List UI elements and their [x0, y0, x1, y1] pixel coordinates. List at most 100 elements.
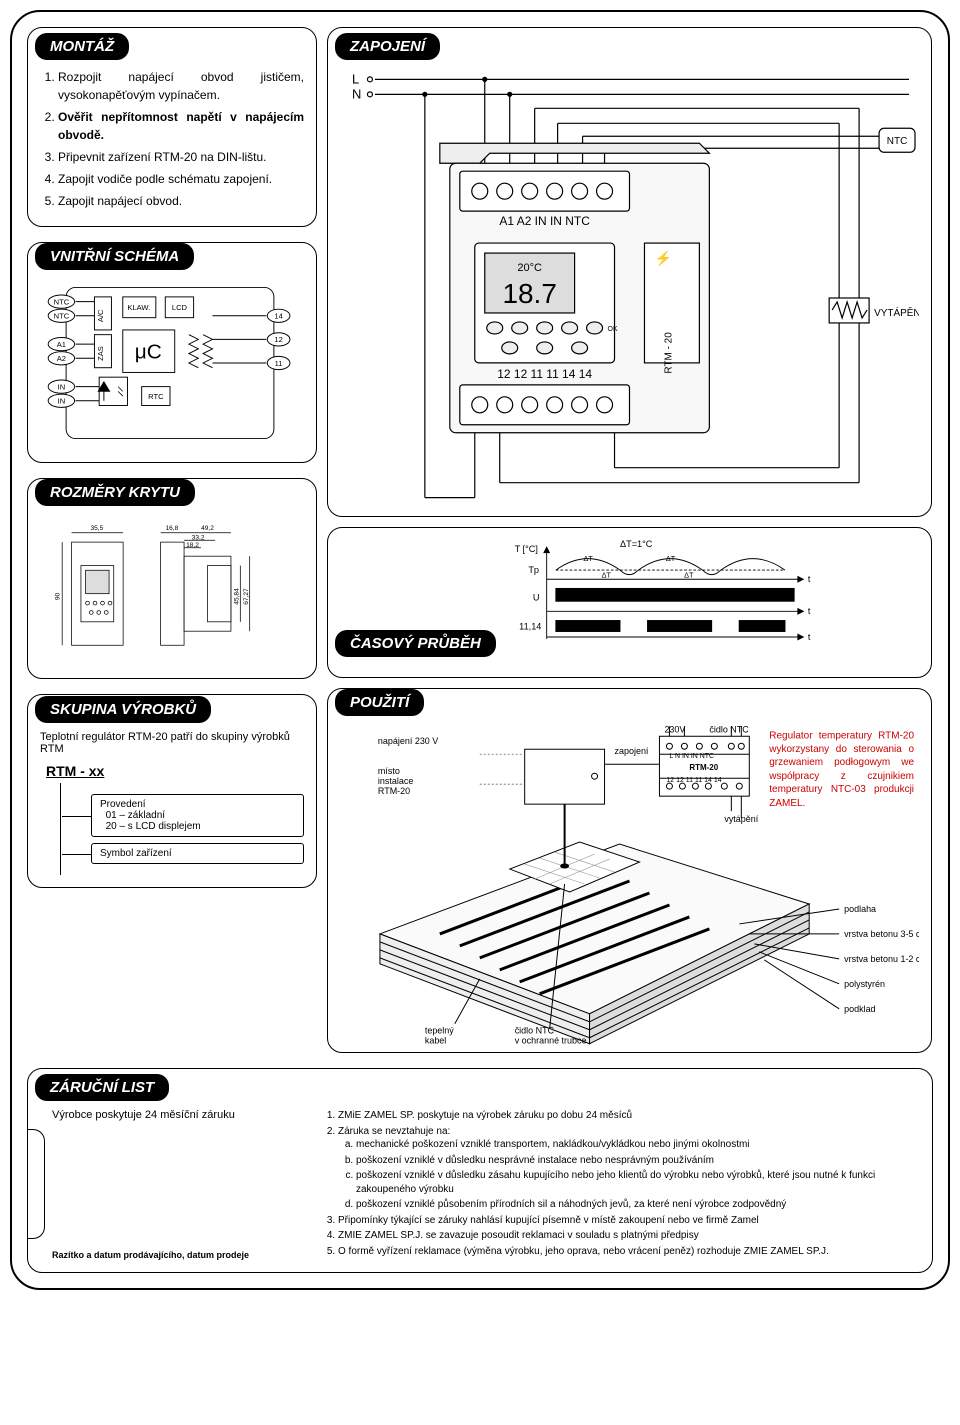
list-item: Záruka se nevztahuje na: mechanické pošk… — [338, 1125, 920, 1212]
warranty-left: Výrobce poskytuje 24 měsíční záruku Razí… — [40, 1109, 300, 1260]
group-tree: Provedení 01 – základní 20 – s LCD displ… — [60, 783, 304, 875]
svg-text:VYTÁPĚNÍ: VYTÁPĚNÍ — [874, 308, 919, 319]
list-item: Připevnit zařízení RTM-20 na DIN-lištu. — [58, 148, 304, 166]
svg-text:18,2: 18,2 — [186, 542, 199, 549]
time-svg: T [°C] Tp U 11,14 ΔT=1°C ΔT ΔT ΔT ΔT t t t — [500, 538, 850, 648]
svg-text:ΔT: ΔT — [584, 554, 594, 563]
stamp-box — [27, 1129, 45, 1239]
svg-text:ΔT: ΔT — [602, 570, 612, 579]
svg-text:polystyrén: polystyrén — [844, 979, 885, 989]
time-course-panel: ČASOVÝ PRŮBĚH T [°C] Tp U 11,14 ΔT=1°C Δ… — [327, 527, 932, 678]
stamp-label: Razítko a datum prodávajícího, datum pro… — [52, 1250, 249, 1260]
application-panel: POUŽITÍ — [327, 688, 932, 1053]
list-item: ZMIE ZAMEL SP.J. se zavazuje posoudit re… — [338, 1229, 920, 1243]
svg-text:12: 12 — [274, 335, 282, 344]
svg-text:RTM-20: RTM-20 — [689, 763, 718, 772]
svg-text:20°C: 20°C — [517, 262, 542, 274]
time-title: ČASOVÝ PRŮBĚH — [335, 630, 496, 657]
svg-text:18.7: 18.7 — [502, 278, 556, 309]
mounting-panel: MONTÁŽ Rozpojit napájecí obvod jističem,… — [27, 27, 317, 227]
svg-text:12 12 11 11 14 14: 12 12 11 11 14 14 — [497, 367, 592, 381]
use-svg: napájení 230 V místoinstalaceRTM-20 zapo… — [340, 724, 919, 1054]
use-note: Regulator temperatury RTM-20 wykorzystan… — [769, 729, 914, 810]
group-intro: Teplotní regulátor RTM-20 patří do skupi… — [40, 731, 304, 755]
warranty-terms: ZMiE ZAMEL SP. poskytuje na výrobek záru… — [320, 1109, 920, 1260]
svg-text:podklad: podklad — [844, 1004, 875, 1014]
svg-text:90: 90 — [54, 593, 61, 601]
mounting-title: MONTÁŽ — [35, 33, 129, 60]
svg-text:ΔT: ΔT — [684, 570, 694, 579]
group-title: SKUPINA VÝROBKŮ — [35, 696, 211, 723]
svg-text:67,27: 67,27 — [243, 588, 250, 605]
connection-panel: ZAPOJENÍ L N NTC VYTÁPĚNÍ — [327, 27, 932, 517]
list-item: Zapojit napájecí obvod. — [58, 192, 304, 210]
connection-svg: L N NTC VYTÁPĚNÍ — [340, 68, 919, 518]
svg-text:L: L — [352, 71, 359, 86]
svg-text:N: N — [352, 86, 361, 101]
list-item: poškození vzniklé působením přírodních s… — [356, 1198, 920, 1212]
svg-text:35,5: 35,5 — [91, 525, 104, 532]
svg-text:podlaha: podlaha — [844, 904, 876, 914]
list-item: poškození vzniklé v důsledku nesprávné i… — [356, 1154, 920, 1168]
svg-text:NTC: NTC — [887, 136, 907, 147]
dims-title: ROZMĚRY KRYTU — [35, 479, 195, 506]
svg-text:vytápění: vytápění — [724, 814, 758, 824]
svg-text:místoinstalaceRTM-20: místoinstalaceRTM-20 — [378, 766, 413, 796]
svg-text:33,2: 33,2 — [192, 534, 205, 541]
svg-text:tepelnýkabel: tepelnýkabel — [425, 1026, 454, 1046]
svg-text:OK: OK — [608, 326, 618, 333]
svg-text:⚡: ⚡ — [654, 250, 671, 267]
warranty-title: ZÁRUČNÍ LIST — [35, 1074, 169, 1101]
internal-schema-svg: NTCNTC A1A2 ININ 141211 A/C ZAS KLAW.LCD… — [40, 278, 300, 448]
svg-text:t: t — [808, 632, 811, 642]
svg-text:LCD: LCD — [172, 303, 188, 312]
svg-text:μC: μC — [135, 340, 162, 363]
warranty-panel: ZÁRUČNÍ LIST Výrobce poskytuje 24 měsíčn… — [27, 1068, 933, 1273]
svg-text:KLAW.: KLAW. — [127, 303, 150, 312]
svg-text:A1: A1 — [57, 340, 66, 349]
dimensions-panel: ROZMĚRY KRYTU 35,5 16,8 49,2 33,218,2 90 … — [27, 478, 317, 679]
svg-text:NTC: NTC — [54, 297, 70, 306]
svg-text:A2: A2 — [57, 354, 66, 363]
svg-text:t: t — [808, 574, 811, 584]
svg-text:vrstva betonu 3-5 cm: vrstva betonu 3-5 cm — [844, 929, 919, 939]
svg-text:ΔT=1°C: ΔT=1°C — [620, 539, 653, 549]
list-item: Ověřit nepřítomnost napětí v napájecím o… — [58, 108, 304, 144]
svg-text:16,8: 16,8 — [166, 525, 179, 532]
mounting-list: Rozpojit napájecí obvod jističem, vysoko… — [40, 68, 304, 210]
list-item: ZMiE ZAMEL SP. poskytuje na výrobek záru… — [338, 1109, 920, 1123]
svg-text:12 12 11 11 14 14: 12 12 11 11 14 14 — [666, 777, 721, 784]
list-item: Rozpojit napájecí obvod jističem, vysoko… — [58, 68, 304, 104]
svg-text:IN: IN — [58, 397, 66, 406]
svg-text:U: U — [533, 592, 540, 602]
svg-text:11: 11 — [275, 359, 283, 368]
use-title: POUŽITÍ — [335, 689, 424, 716]
list-item: Zapojit vodiče podle schématu zapojení. — [58, 170, 304, 188]
list-item: mechanické poškození vzniklé transportem… — [356, 1138, 920, 1152]
dims-svg: 35,5 16,8 49,2 33,218,2 90 45,84 67,27 — [40, 514, 300, 664]
svg-text:T [°C]: T [°C] — [515, 544, 538, 554]
svg-text:t: t — [808, 606, 811, 616]
svg-text:NTC: NTC — [54, 312, 70, 321]
group-code: RTM - xx — [46, 763, 304, 779]
svg-text:čidlo NTC: čidlo NTC — [709, 724, 749, 734]
svg-text:14: 14 — [274, 312, 282, 321]
warranty-duration: Výrobce poskytuje 24 měsíční záruku — [52, 1109, 300, 1121]
list-item: Připomínky týkající se záruky nahlásí ku… — [338, 1214, 920, 1228]
tree-symbol: Symbol zařízení — [91, 843, 304, 864]
svg-text:11,14: 11,14 — [519, 622, 541, 632]
svg-text:ΔT: ΔT — [666, 554, 676, 563]
list-item: O formě vyřízení reklamace (výměna výrob… — [338, 1245, 920, 1259]
svg-text:Tp: Tp — [529, 565, 540, 575]
svg-text:IN: IN — [58, 382, 66, 391]
svg-text:RTC: RTC — [148, 392, 164, 401]
svg-text:A/C: A/C — [96, 309, 105, 322]
svg-text:RTM - 20: RTM - 20 — [663, 332, 674, 374]
svg-text:230V: 230V — [664, 724, 685, 734]
svg-text:45,84: 45,84 — [233, 588, 240, 605]
svg-text:A1 A2 IN IN NTC: A1 A2 IN IN NTC — [499, 214, 590, 228]
connection-title: ZAPOJENÍ — [335, 33, 440, 60]
tree-variant: Provedení 01 – základní 20 – s LCD displ… — [91, 794, 304, 837]
svg-text:49,2: 49,2 — [201, 525, 214, 532]
product-group-panel: SKUPINA VÝROBKŮ Teplotní regulátor RTM-2… — [27, 694, 317, 888]
